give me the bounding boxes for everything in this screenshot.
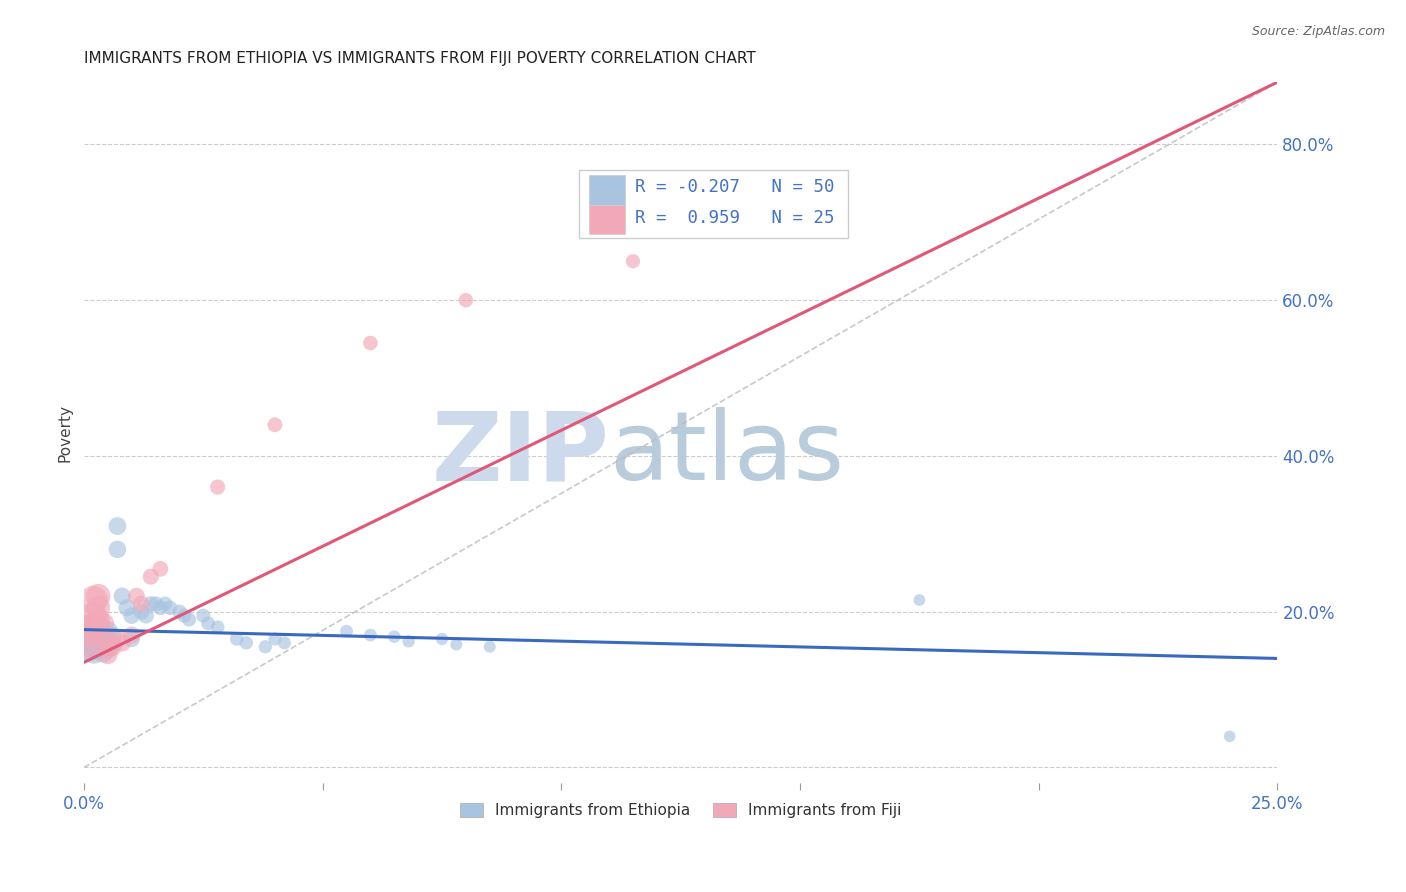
- Point: [83, 628, 105, 642]
- Point: [139, 569, 162, 583]
- Point: [145, 597, 167, 611]
- Point: [359, 628, 381, 642]
- Point: [107, 632, 129, 646]
- Point: [91, 645, 114, 659]
- Point: [77, 640, 100, 654]
- Point: [121, 608, 143, 623]
- Point: [173, 608, 195, 623]
- Point: [121, 628, 143, 642]
- Point: [235, 636, 257, 650]
- Point: [207, 620, 229, 634]
- Point: [177, 612, 200, 626]
- Point: [359, 336, 381, 351]
- Point: [101, 637, 124, 651]
- Point: [225, 632, 247, 646]
- Point: [149, 600, 172, 615]
- Point: [83, 643, 105, 657]
- Point: [193, 608, 215, 623]
- Point: [91, 636, 114, 650]
- Point: [111, 589, 134, 603]
- Point: [264, 417, 287, 432]
- Point: [97, 634, 120, 648]
- Point: [77, 624, 100, 639]
- Text: ZIP: ZIP: [432, 407, 609, 500]
- Point: [169, 605, 191, 619]
- Point: [77, 624, 100, 639]
- Point: [197, 616, 219, 631]
- Text: R =  0.959   N = 25: R = 0.959 N = 25: [636, 209, 835, 227]
- Legend: Immigrants from Ethiopia, Immigrants from Fiji: Immigrants from Ethiopia, Immigrants fro…: [454, 797, 908, 824]
- Point: [125, 589, 148, 603]
- Point: [91, 628, 114, 642]
- Point: [91, 628, 114, 642]
- Text: atlas: atlas: [609, 407, 844, 500]
- Point: [478, 640, 501, 654]
- Point: [101, 640, 124, 654]
- Point: [101, 630, 124, 644]
- Point: [87, 632, 110, 646]
- Point: [97, 640, 120, 654]
- Point: [87, 640, 110, 654]
- Point: [159, 600, 181, 615]
- Point: [107, 519, 129, 533]
- Point: [97, 624, 120, 639]
- Point: [83, 636, 105, 650]
- Point: [87, 589, 110, 603]
- Point: [398, 634, 420, 648]
- Point: [87, 600, 110, 615]
- Point: [87, 612, 110, 626]
- Y-axis label: Poverty: Poverty: [58, 403, 72, 461]
- FancyBboxPatch shape: [589, 205, 624, 235]
- Text: IMMIGRANTS FROM ETHIOPIA VS IMMIGRANTS FROM FIJI POVERTY CORRELATION CHART: IMMIGRANTS FROM ETHIOPIA VS IMMIGRANTS F…: [84, 51, 756, 66]
- Point: [115, 600, 138, 615]
- Point: [97, 648, 120, 662]
- Point: [446, 637, 468, 651]
- FancyBboxPatch shape: [579, 169, 848, 238]
- Point: [83, 608, 105, 623]
- Text: R = -0.207   N = 50: R = -0.207 N = 50: [636, 178, 835, 196]
- Point: [77, 632, 100, 646]
- Point: [382, 630, 405, 644]
- Point: [135, 608, 157, 623]
- Point: [121, 632, 143, 646]
- Point: [908, 593, 931, 607]
- Text: Source: ZipAtlas.com: Source: ZipAtlas.com: [1251, 25, 1385, 38]
- Point: [273, 636, 295, 650]
- Point: [111, 636, 134, 650]
- Point: [83, 620, 105, 634]
- Point: [91, 616, 114, 631]
- Point: [83, 593, 105, 607]
- Point: [107, 542, 129, 557]
- Point: [139, 597, 162, 611]
- Point: [77, 636, 100, 650]
- Point: [621, 254, 644, 268]
- Point: [264, 632, 287, 646]
- Point: [207, 480, 229, 494]
- Point: [87, 620, 110, 634]
- Point: [454, 293, 477, 308]
- Point: [149, 562, 172, 576]
- Point: [129, 597, 152, 611]
- FancyBboxPatch shape: [589, 176, 624, 205]
- Point: [430, 632, 453, 646]
- Point: [254, 640, 277, 654]
- Point: [129, 605, 152, 619]
- Point: [153, 597, 176, 611]
- Point: [97, 642, 120, 657]
- Point: [335, 624, 357, 639]
- Point: [1219, 729, 1241, 743]
